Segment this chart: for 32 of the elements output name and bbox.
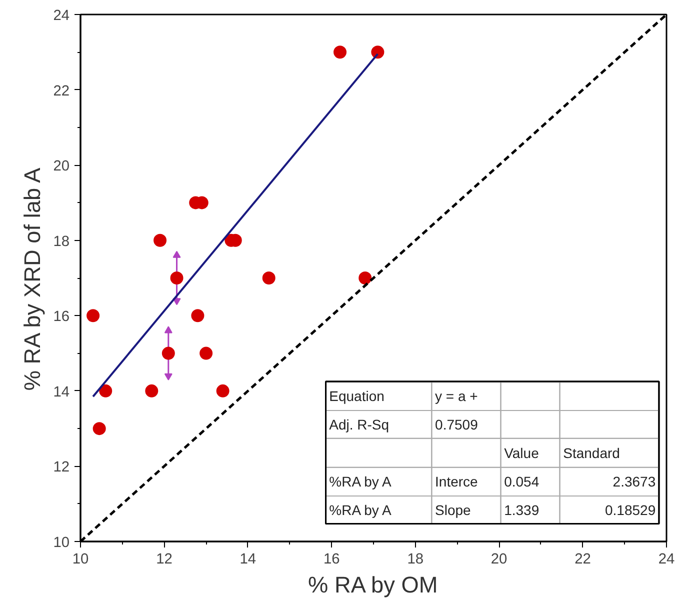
annotation: 0.18529 [605, 502, 656, 518]
annotation: 2.3673 [612, 474, 656, 490]
x-tick-label: 18 [407, 552, 424, 568]
annotation: 1.339 [504, 502, 540, 518]
annotation: %RA by A [329, 474, 392, 490]
y-tick-label: 14 [53, 384, 70, 400]
annotation: Adj. R-Sq [329, 416, 390, 432]
annotation: y = a + [435, 388, 478, 404]
x-tick-label: 24 [658, 552, 675, 568]
annotation: Interce [435, 474, 478, 490]
annotation: Standard [563, 444, 620, 461]
y-axis-title: % RA by XRD of lab A [19, 166, 46, 391]
y-tick-label: 16 [53, 309, 70, 326]
y-tick-label: 10 [53, 535, 70, 551]
x-tick-label: 20 [490, 552, 508, 568]
x-axis-title: % RA by OM [308, 572, 438, 598]
y-tick-label: 24 [53, 8, 70, 24]
annotation: 0.054 [504, 474, 540, 490]
y-tick-label: 22 [53, 83, 70, 100]
annotation: 0.7509 [435, 416, 478, 432]
x-tick-label: 12 [156, 552, 172, 568]
y-tick-label: 20 [53, 158, 70, 175]
x-tick-label: 22 [574, 552, 591, 568]
annotation: Equation [329, 388, 384, 404]
x-tick-label: 10 [72, 552, 89, 568]
y-tick-label: 12 [53, 460, 70, 476]
annotation: %RA by A [329, 502, 392, 518]
y-tick-label: 18 [53, 234, 70, 250]
annotation: Slope [435, 502, 472, 518]
annotation: Value [504, 444, 540, 461]
x-tick-label: 16 [323, 552, 340, 568]
x-tick-label: 14 [240, 552, 256, 568]
